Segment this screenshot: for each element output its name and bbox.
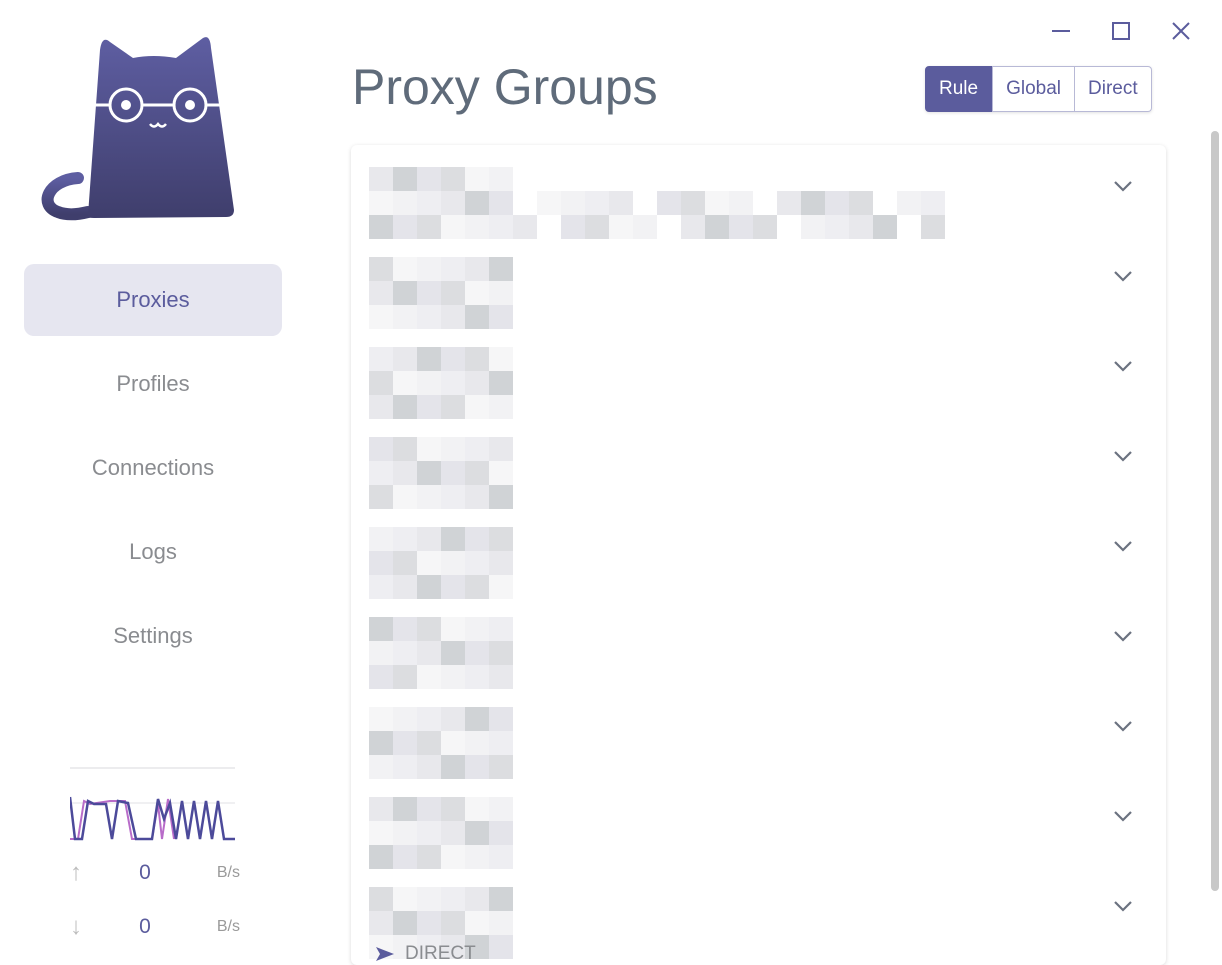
upload-rate: ↑ 0 B/s <box>70 858 240 888</box>
download-rate: ↓ 0 B/s <box>70 912 240 942</box>
sidebar-item-profiles[interactable]: Profiles <box>116 371 190 396</box>
sidebar-item-logs[interactable]: Logs <box>129 539 177 564</box>
upload-value: 0 <box>139 861 151 884</box>
proxy-group-row[interactable] <box>351 685 1166 779</box>
chevron-down-icon[interactable] <box>1113 719 1133 738</box>
proxy-group-row[interactable] <box>351 775 1166 869</box>
mode-rule-button[interactable]: Rule <box>925 66 993 112</box>
proxy-group-row[interactable]: DIRECT <box>351 865 1166 964</box>
scrollbar[interactable] <box>1211 131 1219 891</box>
proxy-group-row[interactable] <box>351 145 1166 239</box>
close-button[interactable] <box>1166 16 1196 46</box>
chevron-down-icon[interactable] <box>1113 899 1133 918</box>
upload-line <box>70 798 175 840</box>
mode-switch: Rule Global Direct <box>925 66 1152 112</box>
proxy-group-row[interactable] <box>351 415 1166 509</box>
chevron-down-icon[interactable] <box>1113 179 1133 198</box>
proxy-groups-list: DIRECT <box>351 145 1166 965</box>
chevron-down-icon[interactable] <box>1113 629 1133 648</box>
chevron-down-icon[interactable] <box>1113 539 1133 558</box>
download-unit: B/s <box>216 918 240 935</box>
upload-unit: B/s <box>216 864 240 881</box>
selected-proxy: DIRECT <box>375 943 476 965</box>
maximize-button[interactable] <box>1106 16 1136 46</box>
arrow-down-icon: ↓ <box>70 913 82 940</box>
chevron-down-icon[interactable] <box>1113 809 1133 828</box>
chevron-down-icon[interactable] <box>1113 449 1133 468</box>
chevron-down-icon[interactable] <box>1113 269 1133 288</box>
send-icon <box>376 947 394 961</box>
proxy-group-row[interactable] <box>351 235 1166 329</box>
proxy-group-row[interactable] <box>351 595 1166 689</box>
chevron-down-icon[interactable] <box>1113 359 1133 378</box>
download-line <box>68 796 235 841</box>
sidebar-item-settings[interactable]: Settings <box>113 623 193 648</box>
cat-logo <box>41 37 234 221</box>
arrow-up-icon: ↑ <box>70 859 82 886</box>
minimize-button[interactable] <box>1046 16 1076 46</box>
sidebar-item-connections[interactable]: Connections <box>91 455 215 480</box>
selected-proxy-label: DIRECT <box>405 943 476 964</box>
proxy-group-row[interactable] <box>351 505 1166 599</box>
sidebar-item-proxies[interactable]: Proxies <box>24 264 282 336</box>
download-value: 0 <box>139 915 151 938</box>
proxy-group-row[interactable] <box>351 325 1166 419</box>
mode-global-button[interactable]: Global <box>992 66 1075 112</box>
sidebar: Proxies Profiles Connections Logs Settings ↑… <box>0 0 305 956</box>
mode-direct-button[interactable]: Direct <box>1075 66 1152 112</box>
page-title: Proxy Groups <box>352 59 658 115</box>
traffic-graph <box>68 767 235 842</box>
